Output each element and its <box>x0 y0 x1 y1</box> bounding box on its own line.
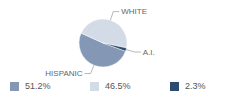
svg-text:A.I.: A.I. <box>143 48 155 57</box>
html-text:46.5%: 46.5% <box>105 81 131 91</box>
html-text:2.3%: 2.3% <box>185 81 206 91</box>
html-text:51.2%: 51.2% <box>25 81 51 91</box>
svg-text:HISPANIC: HISPANIC <box>45 69 82 78</box>
svg-text:WHITE: WHITE <box>121 7 147 16</box>
